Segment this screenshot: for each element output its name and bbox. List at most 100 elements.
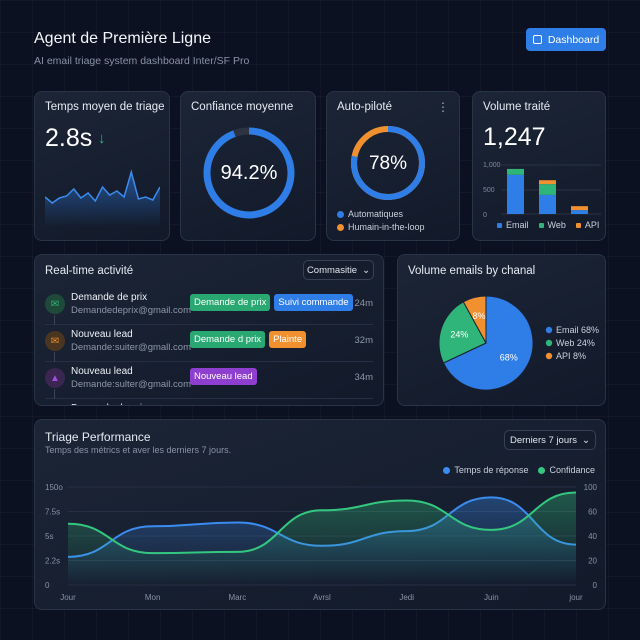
left-tick: 0 bbox=[45, 581, 50, 590]
confidence-card: Confiance moyenne 94.2% bbox=[180, 91, 316, 241]
performance-chart: 0 0 2.2s 20 5s 40 7.5s 60 150o 100 Jour Mon Marc Avrs… bbox=[45, 483, 598, 602]
x-tick: Jedi bbox=[399, 593, 414, 602]
card-title: Triage Performance bbox=[45, 430, 151, 444]
autopilot-donut bbox=[351, 126, 425, 200]
volume-bar-chart: 1,000 500 0 bbox=[483, 162, 601, 219]
volume-bar-api bbox=[571, 206, 588, 211]
activity-row[interactable]: ✉ Nouveau lead Demande:suiter@gmall.com Dem… bbox=[45, 325, 373, 362]
activity-name: Demande de prix bbox=[71, 292, 148, 303]
more-menu-icon[interactable]: ⋮ bbox=[437, 100, 449, 114]
activity-tag[interactable]: Demande d prix bbox=[190, 331, 266, 348]
activity-time: 34m bbox=[354, 372, 373, 383]
left-tick: 5s bbox=[45, 532, 53, 541]
timeline-connector bbox=[54, 315, 55, 325]
volume-bar-api bbox=[539, 180, 556, 185]
activity-name: Demande de prix bbox=[71, 403, 147, 405]
x-tick: Jour bbox=[60, 593, 76, 602]
activity-tag[interactable]: Suivi commande bbox=[274, 294, 353, 311]
activity-email: Demandedeprix@gmail.com bbox=[71, 305, 191, 316]
pie-slice-web bbox=[438, 301, 487, 364]
confidence-value: 94.2% bbox=[220, 162, 278, 184]
card-title: Real-time activité bbox=[45, 265, 134, 277]
left-tick: 7.5s bbox=[45, 508, 60, 517]
left-tick: 2.2s bbox=[45, 557, 60, 566]
tick-1000: 1,000 bbox=[483, 162, 501, 169]
left-tick: 150o bbox=[45, 483, 63, 492]
activity-name: Nouveau lead bbox=[71, 366, 133, 377]
volume-bar-web bbox=[539, 184, 556, 195]
legend-dot bbox=[545, 326, 553, 334]
x-tick: jour bbox=[568, 593, 583, 602]
activity-time: 32m bbox=[354, 335, 373, 346]
tick-500: 500 bbox=[483, 187, 495, 194]
activity-time: 24m bbox=[354, 298, 373, 309]
performance-card: Triage Performance Temps des métrics et … bbox=[34, 419, 606, 610]
pie-slice-api bbox=[462, 295, 487, 344]
pie-legend-label: Email 68% bbox=[556, 325, 599, 335]
page-subtitle: AI email triage system dashboard Inter/S… bbox=[34, 55, 250, 67]
timeline-connector bbox=[54, 352, 55, 362]
legend-human: Humain-in-the-loop bbox=[337, 222, 425, 232]
pie-legend-label: API 8% bbox=[556, 351, 586, 361]
legend-dot bbox=[545, 352, 553, 360]
activity-row[interactable]: ✉ Demande de prix bbox=[45, 399, 373, 406]
autopilot-card: Auto-piloté ⋮ 78% Automatiques Humain-in… bbox=[326, 91, 460, 241]
pie-legend-label: Web 24% bbox=[556, 338, 595, 348]
right-tick: 60 bbox=[588, 508, 597, 517]
activity-filter-dropdown[interactable]: Commasitie ⌄ bbox=[303, 260, 374, 280]
mail-icon: ✉ bbox=[45, 331, 65, 351]
pie-slice-email bbox=[442, 295, 534, 391]
x-tick: Avrsl bbox=[313, 593, 331, 602]
legend-dot bbox=[545, 339, 553, 347]
activity-row[interactable]: ▲ Nouveau lead Demande:sulter@gmail.com Nou… bbox=[45, 362, 373, 399]
activity-name: Nouveau lead bbox=[71, 329, 133, 340]
dashboard-button-label: Dashboard bbox=[547, 33, 600, 46]
card-title: Volume traité bbox=[483, 101, 551, 113]
sparkline-line bbox=[45, 169, 160, 204]
pie-label: 8% bbox=[473, 311, 486, 321]
right-tick: 100 bbox=[584, 483, 598, 492]
legend-confidence: Confidance bbox=[538, 465, 595, 475]
trend-down-icon: ↓ bbox=[98, 130, 106, 147]
tick-0: 0 bbox=[483, 212, 487, 219]
activity-tag[interactable]: Plainte bbox=[269, 331, 307, 348]
legend-automatic: Automatiques bbox=[337, 209, 403, 219]
volume-card: Volume traité 1,247 1,000 500 0 Email We… bbox=[472, 91, 606, 241]
right-tick: 0 bbox=[593, 581, 598, 590]
triage-time-card: Temps moyen de triage 2.8s ↓ bbox=[34, 91, 170, 241]
chevron-down-icon: ⌄ bbox=[362, 264, 371, 276]
right-tick: 40 bbox=[588, 532, 597, 541]
volume-legend: Email Web API bbox=[497, 220, 599, 230]
card-title: Temps moyen de triage bbox=[45, 101, 165, 113]
x-tick: Mon bbox=[145, 593, 161, 602]
x-tick: Juin bbox=[484, 593, 499, 602]
activity-tag[interactable]: Demande de prix bbox=[190, 294, 271, 311]
sparkline-area bbox=[45, 172, 160, 227]
card-title: Confiance moyenne bbox=[191, 101, 294, 113]
confidence-donut bbox=[203, 127, 295, 219]
alert-triangle-icon: ▲ bbox=[45, 368, 65, 388]
legend-response-time: Temps de réponse bbox=[443, 465, 528, 475]
card-title: Auto-piloté bbox=[337, 101, 392, 113]
card-title: Volume emails by chanal bbox=[408, 265, 536, 277]
pie-label: 68% bbox=[500, 352, 518, 362]
series-line-confidence bbox=[67, 491, 577, 555]
activity-email: Demande:suiter@gmall.com bbox=[71, 342, 191, 353]
performance-legend: Temps de réponse Confidance bbox=[443, 465, 595, 475]
activity-row[interactable]: ✉ Demande de prix Demandedeprix@gmail.com D… bbox=[45, 288, 373, 325]
activity-email: Demande:sulter@gmail.com bbox=[71, 379, 191, 390]
channel-pie-card: Volume emails by chanal 68% Email 68% 24% W… bbox=[397, 254, 606, 406]
timeline-connector bbox=[54, 389, 55, 399]
triage-time-value: 2.8s bbox=[45, 124, 93, 152]
x-tick: Marc bbox=[228, 593, 246, 602]
dashboard-button[interactable]: Dashboard bbox=[526, 28, 606, 51]
volume-bar-email bbox=[507, 174, 524, 214]
volume-bar-email bbox=[571, 210, 588, 214]
card-subtitle: Temps des métrics et aver les derniers 7… bbox=[45, 445, 232, 455]
volume-bar-web bbox=[507, 168, 524, 175]
activity-tag[interactable]: Nouveau lead bbox=[190, 368, 257, 385]
volume-value: 1,247 bbox=[483, 123, 546, 151]
mail-icon: ✉ bbox=[45, 405, 65, 406]
autopilot-value: 78% bbox=[368, 153, 408, 174]
range-dropdown[interactable]: Derniers 7 jours ⌄ bbox=[504, 430, 596, 450]
